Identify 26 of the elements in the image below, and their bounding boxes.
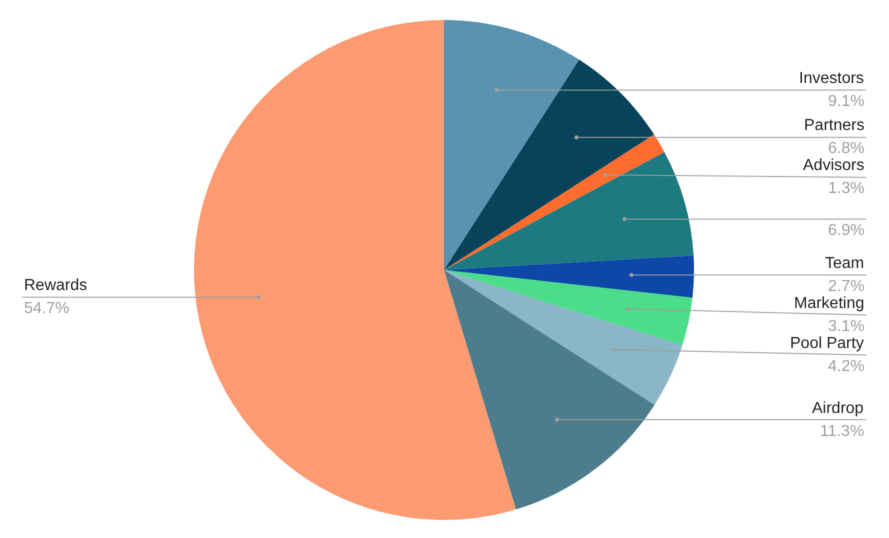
data-label: 6.8%	[828, 140, 864, 157]
pie-slice	[444, 60, 654, 270]
slice-label: Marketing	[794, 295, 864, 312]
slice-label: Partners	[804, 117, 864, 134]
pie-slice	[444, 134, 664, 270]
slice-label: Rewards	[24, 277, 88, 294]
pie-slice	[194, 20, 516, 520]
slice-label: Airdrop	[812, 400, 864, 417]
pie-slice	[444, 20, 580, 270]
slice-label: Team	[825, 255, 864, 272]
data-label: 11.3%	[820, 423, 864, 440]
slice-label: Pool Party	[790, 335, 864, 352]
slice-label: Investors	[799, 70, 864, 87]
pie-slice	[444, 270, 682, 405]
data-label: 1.3%	[828, 180, 864, 197]
data-label: 54.7%	[24, 300, 70, 317]
pie-slice	[444, 270, 692, 346]
data-label: 2.7%	[828, 278, 864, 295]
data-label: 3.1%	[828, 318, 864, 335]
pie-slice	[444, 152, 694, 270]
data-label: 6.9%	[828, 222, 864, 239]
slice-label: Advisors	[803, 157, 864, 174]
data-label: 4.2%	[828, 358, 864, 375]
pie-slice	[444, 270, 655, 510]
data-label: 9.1%	[828, 93, 864, 110]
pie-slice	[444, 255, 694, 298]
